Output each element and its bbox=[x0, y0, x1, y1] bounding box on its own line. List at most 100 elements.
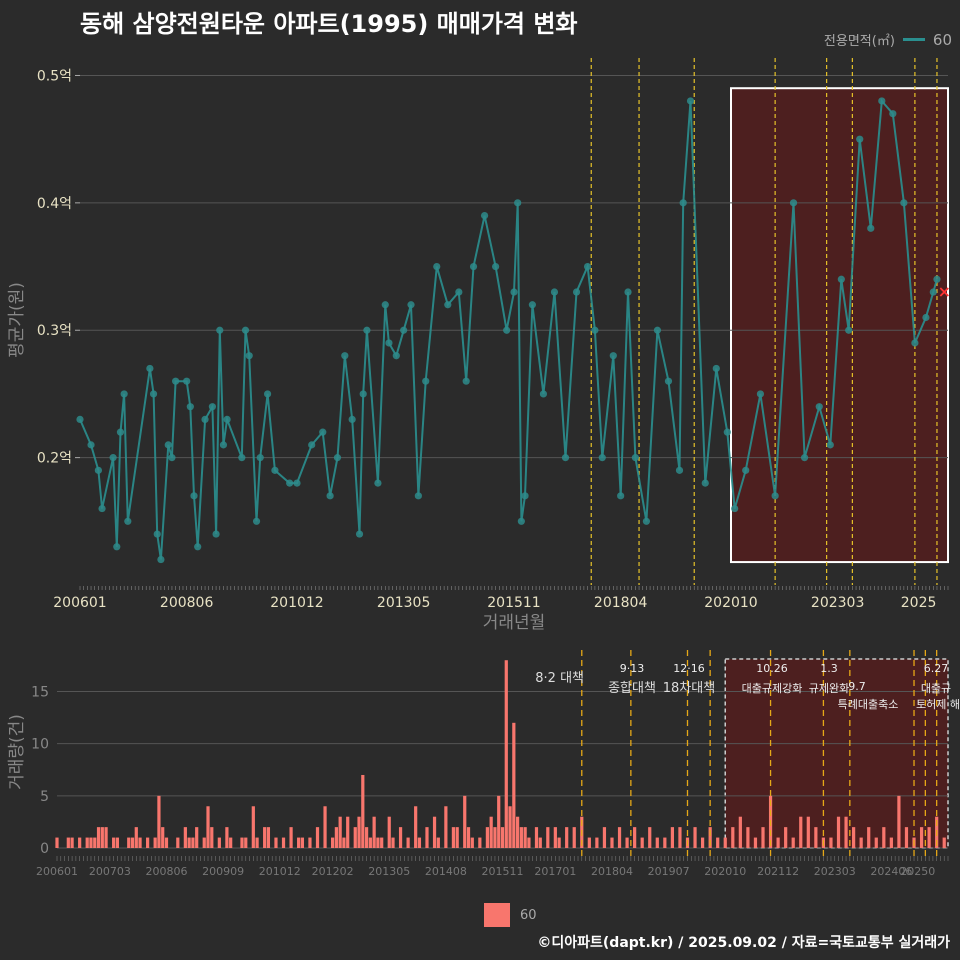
volume-bar bbox=[602, 827, 607, 848]
volume-bar bbox=[191, 837, 195, 848]
volume-bar bbox=[565, 827, 569, 848]
price-point bbox=[583, 262, 592, 271]
volume-bar bbox=[455, 827, 459, 848]
volume-bar bbox=[806, 816, 810, 848]
price-point bbox=[433, 262, 441, 271]
volume-bar bbox=[546, 827, 550, 848]
price-point bbox=[675, 466, 684, 474]
legend-bar-swatch bbox=[484, 903, 510, 927]
volume-bar bbox=[784, 827, 788, 848]
volume-bar bbox=[263, 827, 267, 848]
y-tick-label: 10 bbox=[31, 737, 49, 753]
x-tick-label: 200909 bbox=[202, 865, 244, 878]
x-tick-label: 201305 bbox=[377, 595, 430, 611]
price-point bbox=[686, 97, 695, 105]
volume-bar bbox=[836, 816, 841, 848]
price-point bbox=[856, 135, 864, 143]
price-point bbox=[539, 390, 548, 398]
volume-bar bbox=[217, 837, 221, 848]
price-point bbox=[826, 441, 834, 449]
price-point bbox=[164, 441, 172, 449]
legend-line-swatch bbox=[902, 38, 925, 41]
y-tick-label: 0.3억 bbox=[37, 323, 72, 339]
volume-bar bbox=[112, 837, 116, 848]
volume-bar bbox=[183, 827, 187, 848]
policy-label: 12·16 bbox=[673, 662, 705, 675]
volume-bar bbox=[470, 837, 474, 848]
volume-bar bbox=[463, 795, 467, 848]
price-point bbox=[186, 403, 194, 411]
volume-bar bbox=[380, 837, 384, 848]
price-point bbox=[374, 479, 382, 487]
volume-bar bbox=[425, 827, 429, 848]
price-point bbox=[653, 326, 662, 334]
price-point bbox=[889, 110, 897, 118]
volume-bar bbox=[912, 837, 916, 848]
volume-bar bbox=[678, 827, 682, 848]
price-point bbox=[400, 326, 408, 334]
volume-bar bbox=[557, 837, 561, 848]
price-point bbox=[238, 454, 246, 462]
price-point bbox=[216, 326, 224, 334]
volume-bar bbox=[281, 837, 286, 848]
price-point bbox=[469, 262, 478, 271]
volume-bar bbox=[670, 827, 674, 848]
x-tick-label: 202406 bbox=[870, 865, 912, 878]
price-point bbox=[550, 288, 559, 296]
highlight-box bbox=[730, 87, 949, 564]
volume-bar bbox=[587, 837, 591, 848]
price-point bbox=[241, 326, 250, 334]
volume-bar bbox=[130, 837, 135, 848]
volume-bar bbox=[935, 816, 939, 848]
volume-bar bbox=[244, 837, 248, 848]
volume-bar bbox=[500, 827, 505, 848]
volume-bar bbox=[897, 795, 901, 848]
volume-bar bbox=[225, 827, 229, 848]
price-point bbox=[190, 492, 198, 500]
volume-bar bbox=[398, 827, 403, 848]
volume-bar bbox=[746, 827, 750, 848]
volume-bar bbox=[927, 827, 931, 848]
x-tick-label: 202010 bbox=[704, 865, 746, 878]
price-point bbox=[480, 211, 489, 220]
volume-bar bbox=[331, 837, 335, 848]
volume-bar bbox=[753, 837, 758, 848]
price-point bbox=[617, 492, 625, 500]
price-point bbox=[789, 199, 798, 207]
volume-bar bbox=[508, 806, 512, 848]
volume-bar bbox=[417, 837, 422, 848]
volume-bar bbox=[70, 837, 74, 848]
x-tick-label: 201305 bbox=[368, 865, 410, 878]
x-tick-label: 201202 bbox=[312, 865, 354, 878]
volume-bar bbox=[414, 806, 418, 848]
volume-bar bbox=[255, 837, 259, 848]
price-point bbox=[492, 262, 500, 271]
price-point bbox=[212, 530, 220, 538]
price-point bbox=[293, 479, 301, 487]
price-point bbox=[631, 454, 639, 462]
volume-bar bbox=[361, 774, 365, 848]
price-point bbox=[98, 504, 106, 513]
volume-bar bbox=[229, 837, 233, 848]
volume-bar bbox=[874, 837, 878, 848]
policy-label: 9.7 bbox=[848, 680, 866, 693]
price-point bbox=[286, 479, 294, 487]
volume-bar bbox=[768, 795, 773, 848]
price-point bbox=[933, 275, 941, 283]
x-tick-label: 201511 bbox=[482, 865, 524, 878]
volume-bar bbox=[451, 827, 456, 848]
volume-bar bbox=[485, 827, 490, 848]
y-axis-title: 거래량(건) bbox=[7, 714, 27, 790]
volume-bar bbox=[663, 837, 667, 848]
volume-bar bbox=[104, 827, 108, 848]
volume-bar bbox=[323, 806, 327, 848]
volume-bar bbox=[66, 837, 70, 848]
price-point bbox=[867, 224, 875, 232]
volume-bar bbox=[523, 827, 527, 848]
volume-bar bbox=[919, 827, 924, 848]
price-point bbox=[271, 466, 279, 474]
price-point bbox=[172, 377, 180, 385]
volume-bar bbox=[821, 837, 826, 848]
price-point bbox=[422, 377, 430, 385]
price-point bbox=[455, 288, 463, 296]
